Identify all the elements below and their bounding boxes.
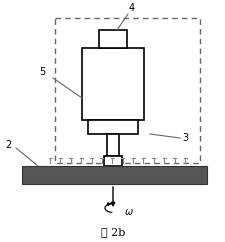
Bar — [99, 30, 126, 48]
Bar — [106, 134, 119, 156]
Bar — [55, 18, 199, 163]
Text: 图 2b: 图 2b — [100, 227, 125, 237]
Bar — [82, 48, 143, 120]
Bar — [22, 166, 206, 184]
Text: $\omega$: $\omega$ — [124, 207, 133, 217]
Bar — [104, 156, 122, 166]
Text: 5: 5 — [39, 67, 45, 77]
Bar — [88, 120, 137, 134]
Text: 2: 2 — [5, 140, 11, 150]
Text: 4: 4 — [128, 3, 135, 13]
Text: 3: 3 — [181, 133, 187, 143]
